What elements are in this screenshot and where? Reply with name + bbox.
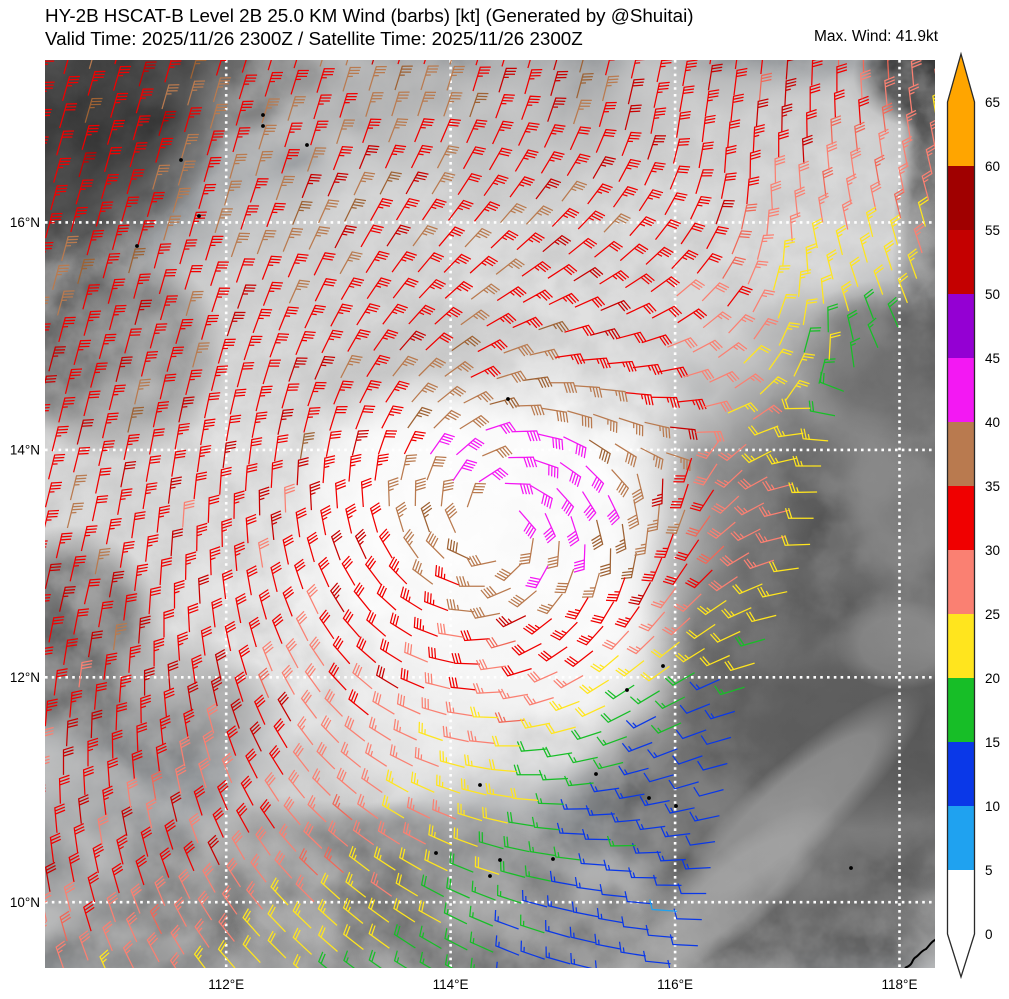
- svg-text:114°E: 114°E: [433, 977, 469, 992]
- svg-text:20: 20: [985, 671, 1000, 686]
- svg-text:50: 50: [985, 287, 1000, 302]
- svg-text:30: 30: [985, 543, 1000, 558]
- svg-text:HY-2B HSCAT-B Level 2B 25.0 KM: HY-2B HSCAT-B Level 2B 25.0 KM Wind (bar…: [45, 5, 694, 26]
- svg-text:25: 25: [985, 607, 1000, 622]
- svg-text:112°E: 112°E: [208, 977, 244, 992]
- svg-text:40: 40: [985, 415, 1000, 430]
- svg-text:10°N: 10°N: [10, 895, 40, 910]
- svg-text:14°N: 14°N: [10, 443, 40, 458]
- svg-text:16°N: 16°N: [10, 215, 40, 230]
- svg-text:118°E: 118°E: [882, 977, 918, 992]
- svg-text:55: 55: [985, 223, 1000, 238]
- svg-text:116°E: 116°E: [657, 977, 693, 992]
- svg-text:10: 10: [985, 799, 1000, 814]
- svg-text:5: 5: [985, 863, 993, 878]
- svg-text:45: 45: [985, 351, 1000, 366]
- svg-text:60: 60: [985, 159, 1000, 174]
- svg-text:15: 15: [985, 735, 1000, 750]
- svg-text:65: 65: [985, 95, 1000, 110]
- svg-text:0: 0: [985, 927, 993, 942]
- svg-text:Max. Wind: 41.9kt: Max. Wind: 41.9kt: [814, 28, 939, 45]
- svg-text:12°N: 12°N: [10, 670, 40, 685]
- svg-text:35: 35: [985, 479, 1000, 494]
- svg-text:Valid Time: 2025/11/26 2300Z /: Valid Time: 2025/11/26 2300Z / Satellite…: [45, 28, 583, 49]
